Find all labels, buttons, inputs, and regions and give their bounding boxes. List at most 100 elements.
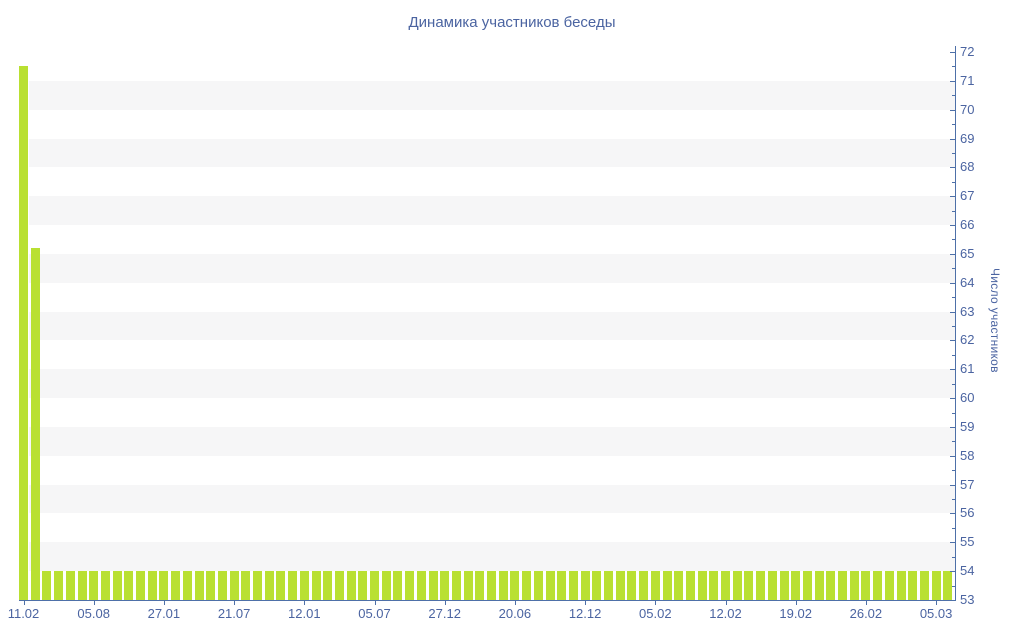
bar xyxy=(405,571,415,600)
y-tick xyxy=(950,600,955,601)
y-tick-minor xyxy=(952,527,955,529)
y-tick xyxy=(950,80,955,82)
y-tick-label: 63 xyxy=(960,303,975,319)
bar xyxy=(124,571,134,600)
bar xyxy=(346,571,356,600)
bar xyxy=(826,571,836,600)
y-tick-minor xyxy=(952,326,955,327)
x-tick-label: 05.02 xyxy=(639,606,672,621)
bar xyxy=(849,571,859,600)
bar xyxy=(182,571,192,600)
bar xyxy=(838,571,847,600)
y-tick xyxy=(950,455,955,457)
x-tick-label: 27.12 xyxy=(428,606,461,621)
x-tick xyxy=(234,600,236,605)
x-tick-label: 12.01 xyxy=(288,606,321,621)
bar xyxy=(685,571,695,600)
grid-band xyxy=(29,369,955,399)
x-tick-label: 05.08 xyxy=(77,606,110,621)
bar xyxy=(779,571,789,600)
y-tick-minor xyxy=(952,297,955,299)
bar xyxy=(463,571,473,600)
y-tick-minor xyxy=(952,470,955,472)
x-tick xyxy=(655,600,657,605)
x-tick xyxy=(795,600,797,605)
y-tick xyxy=(950,109,955,111)
bar xyxy=(370,571,379,600)
y-tick-minor xyxy=(952,383,955,385)
y-tick-label: 65 xyxy=(960,245,975,261)
x-tick xyxy=(374,600,376,605)
grid-band xyxy=(29,311,955,341)
bar xyxy=(206,571,216,600)
y-tick-minor xyxy=(952,124,955,126)
bar xyxy=(498,571,508,600)
grid-band xyxy=(29,484,955,514)
x-tick-label: 12.12 xyxy=(568,606,602,621)
bar xyxy=(475,571,485,600)
grid-band xyxy=(29,253,955,283)
bar xyxy=(709,571,719,600)
bar xyxy=(650,571,660,600)
bar xyxy=(288,571,298,600)
bar xyxy=(147,571,157,600)
bar xyxy=(756,571,766,600)
y-tick xyxy=(950,398,955,400)
x-tick-label: 11.02 xyxy=(7,606,40,621)
bar xyxy=(791,571,801,600)
x-tick-label: 27.01 xyxy=(147,606,181,621)
y-tick-label: 68 xyxy=(960,159,975,175)
x-tick-label: 05.03 xyxy=(919,606,953,621)
x-tick-label: 12.02 xyxy=(709,606,742,621)
bar xyxy=(358,571,368,600)
bar xyxy=(580,571,590,600)
bar xyxy=(42,571,52,600)
y-tick-label: 58 xyxy=(960,447,975,463)
y-tick-minor xyxy=(952,181,955,183)
y-tick xyxy=(950,282,955,284)
grid-band xyxy=(29,426,955,456)
y-tick xyxy=(950,542,955,544)
y-tick-minor xyxy=(952,585,955,587)
bar xyxy=(65,571,75,600)
bar xyxy=(440,571,450,600)
y-tick-minor xyxy=(952,499,955,501)
bar xyxy=(674,571,684,600)
x-axis-line xyxy=(19,600,956,601)
x-tick xyxy=(585,600,587,605)
bar xyxy=(159,571,169,600)
chart-title: Динамика участников беседы xyxy=(408,14,616,31)
x-tick-label: 19.02 xyxy=(779,606,812,621)
x-tick-label: 21.07 xyxy=(217,606,251,621)
y-tick xyxy=(950,167,955,169)
bar xyxy=(19,66,28,600)
bar xyxy=(510,571,520,600)
y-tick-label: 56 xyxy=(960,505,975,521)
y-tick-label: 54 xyxy=(960,563,975,579)
bar xyxy=(639,571,649,600)
bar xyxy=(533,571,543,600)
y-axis-line xyxy=(955,46,956,601)
bar xyxy=(943,571,953,600)
y-tick-minor xyxy=(952,66,955,68)
y-tick-minor xyxy=(952,268,955,270)
y-tick-label: 71 xyxy=(960,72,975,88)
x-tick xyxy=(514,600,516,605)
bar xyxy=(568,571,578,600)
y-tick xyxy=(950,484,955,486)
bar xyxy=(416,571,426,600)
x-tick xyxy=(23,600,25,605)
bar xyxy=(299,571,309,600)
bar xyxy=(276,571,286,600)
y-tick xyxy=(950,311,955,313)
bar xyxy=(604,571,613,600)
bar xyxy=(229,571,239,600)
bar xyxy=(77,571,87,600)
bar xyxy=(545,571,555,600)
bar xyxy=(112,571,122,600)
x-tick-label: 05.07 xyxy=(358,606,391,621)
y-axis-title: Число участников xyxy=(988,268,1002,373)
y-tick xyxy=(950,369,955,371)
bar xyxy=(171,571,181,600)
bar xyxy=(241,571,251,600)
